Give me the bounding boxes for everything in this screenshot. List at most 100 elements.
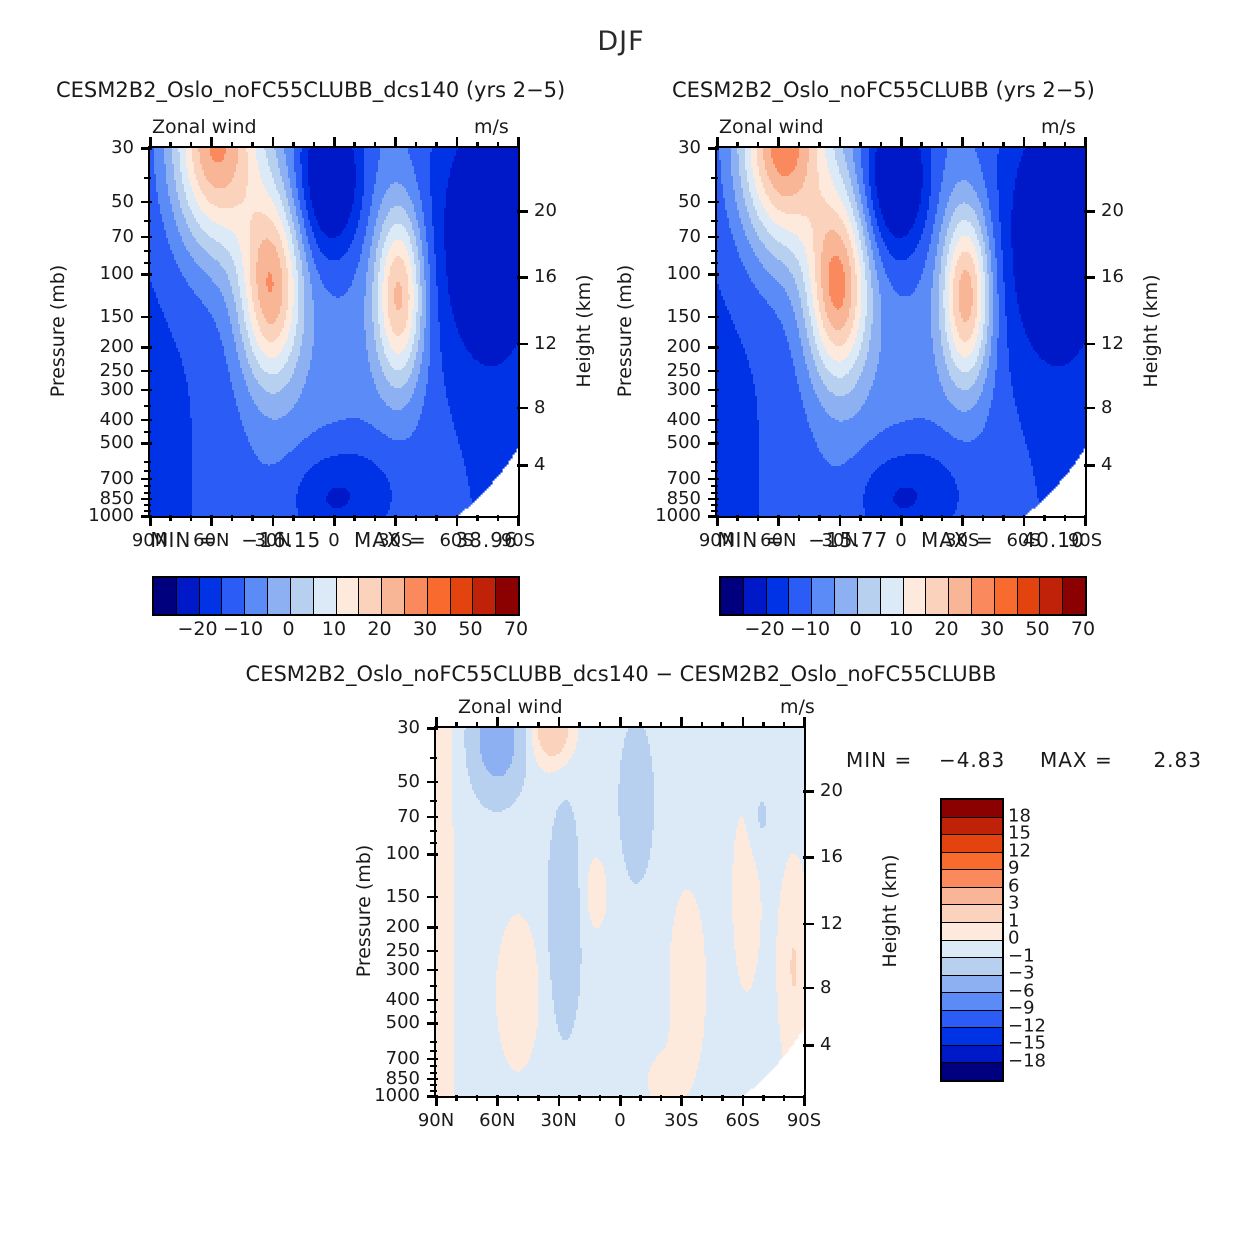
tick <box>1022 137 1026 148</box>
tick <box>144 262 151 265</box>
difference-colorbar-cell[interactable] <box>942 958 1002 976</box>
top-left-panel-title: CESM2B2_Oslo_noFC55CLUBB_dcs140 (yrs 2−5… <box>56 78 566 102</box>
tick <box>680 717 683 728</box>
tick <box>1084 210 1095 213</box>
colorbar-cell[interactable] <box>971 578 995 614</box>
difference-colorbar-cell[interactable] <box>942 1045 1002 1064</box>
top-left-contour-plot[interactable] <box>148 146 520 518</box>
colorbar-cell[interactable] <box>176 578 200 614</box>
tick <box>496 1095 499 1106</box>
tick <box>333 137 336 148</box>
tick <box>1063 142 1067 148</box>
tick <box>708 315 719 319</box>
colorbar-cell[interactable] <box>290 578 314 614</box>
colorbar-cell[interactable] <box>313 578 337 614</box>
difference-colorbar-cell[interactable] <box>942 905 1002 923</box>
colorbar-tick-label: 10 <box>888 618 914 640</box>
tick <box>141 273 152 276</box>
colorbar-cell[interactable] <box>359 578 383 614</box>
tick <box>716 137 719 148</box>
difference-colorbar-cell[interactable] <box>942 835 1002 853</box>
tick <box>169 142 172 148</box>
colorbar-cell[interactable] <box>721 578 744 614</box>
colorbar-cell[interactable] <box>1063 578 1085 614</box>
top-right-contour-plot[interactable] <box>715 146 1087 518</box>
tick <box>619 1095 622 1106</box>
colorbar-cell[interactable] <box>382 578 405 614</box>
colorbar-cell[interactable] <box>245 578 269 614</box>
pressure-tick-label: 700 <box>99 467 134 489</box>
tick <box>708 497 719 501</box>
colorbar-cell[interactable] <box>994 578 1018 614</box>
tick <box>711 461 718 464</box>
colorbar-cell[interactable] <box>404 578 428 614</box>
colorbar-cell[interactable] <box>835 578 858 614</box>
tick <box>708 273 719 276</box>
tick <box>797 142 801 148</box>
tick <box>144 177 151 180</box>
difference-colorbar-cell[interactable] <box>942 940 1002 959</box>
tick <box>141 477 152 481</box>
pressure-tick-label: 70 <box>678 225 701 247</box>
difference-colorbar-cell[interactable] <box>942 817 1002 836</box>
tick <box>141 515 152 518</box>
difference-colorbar-cell[interactable] <box>942 922 1002 941</box>
latitude-tick-label: 60N <box>760 530 797 551</box>
difference-colorbar-cell[interactable] <box>942 975 1002 994</box>
colorbar-cell[interactable] <box>496 578 518 614</box>
colorbar-cell[interactable] <box>473 578 497 614</box>
tick <box>1043 515 1046 521</box>
tick <box>427 853 438 856</box>
height-tick-label: 12 <box>1101 332 1124 354</box>
colorbar-cell[interactable] <box>336 578 360 614</box>
tick <box>144 509 151 512</box>
top-left-colorbar[interactable] <box>152 576 520 616</box>
tick <box>1084 464 1095 467</box>
tick <box>900 515 903 526</box>
colorbar-cell[interactable] <box>1040 578 1064 614</box>
difference-colorbar-cell[interactable] <box>942 887 1002 906</box>
pressure-tick-label: 200 <box>385 916 420 938</box>
height-tick-label: 4 <box>1101 454 1113 476</box>
colorbar-cell[interactable] <box>789 578 813 614</box>
tick <box>961 515 964 526</box>
colorbar-cell[interactable] <box>222 578 246 614</box>
latitude-tick-label: 90S <box>500 530 536 551</box>
colorbar-cell[interactable] <box>1017 578 1041 614</box>
colorbar-cell[interactable] <box>450 578 474 614</box>
colorbar-cell[interactable] <box>880 578 904 614</box>
tick <box>517 137 520 148</box>
colorbar-cell[interactable] <box>427 578 451 614</box>
tick <box>144 369 151 372</box>
bottom-difference-plot[interactable] <box>434 726 806 1098</box>
colorbar-cell[interactable] <box>857 578 881 614</box>
colorbar-cell[interactable] <box>949 578 972 614</box>
top-left-variable-label: Zonal wind <box>152 116 257 138</box>
difference-colorbar[interactable] <box>940 798 1004 1082</box>
colorbar-cell[interactable] <box>199 578 223 614</box>
colorbar-cell[interactable] <box>812 578 836 614</box>
colorbar-cell[interactable] <box>766 578 790 614</box>
pressure-tick-label: 30 <box>678 137 701 158</box>
difference-colorbar-cell[interactable] <box>942 800 1002 818</box>
colorbar-cell[interactable] <box>154 578 177 614</box>
top-right-colorbar[interactable] <box>719 576 1087 616</box>
difference-colorbar-tick-label: 15 <box>1008 822 1031 844</box>
difference-colorbar-cell[interactable] <box>942 1063 1002 1080</box>
difference-colorbar-cell[interactable] <box>942 993 1002 1011</box>
colorbar-cell[interactable] <box>903 578 927 614</box>
pressure-tick-label: 70 <box>111 225 134 247</box>
difference-colorbar-cell[interactable] <box>942 1028 1002 1046</box>
colorbar-cell[interactable] <box>926 578 950 614</box>
tick <box>312 142 316 148</box>
difference-colorbar-cell[interactable] <box>942 852 1002 871</box>
difference-colorbar-cell[interactable] <box>942 1010 1002 1029</box>
height-tick-label: 12 <box>820 912 843 934</box>
tick <box>619 717 622 728</box>
colorbar-cell[interactable] <box>743 578 767 614</box>
tick <box>517 210 528 213</box>
tick <box>496 717 499 728</box>
difference-colorbar-cell[interactable] <box>942 870 1002 888</box>
tick <box>711 509 718 512</box>
colorbar-cell[interactable] <box>268 578 291 614</box>
